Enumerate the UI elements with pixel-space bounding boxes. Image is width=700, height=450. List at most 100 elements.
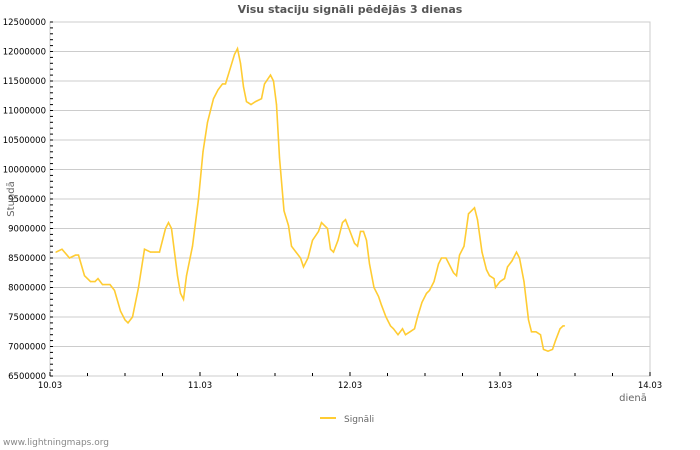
- data-point: [176, 275, 179, 277]
- chart-title: Visu staciju signāli pēdējās 3 dienas: [237, 3, 463, 16]
- data-point: [179, 292, 182, 294]
- data-point: [311, 239, 314, 241]
- x-tick-label: 14.03: [638, 381, 662, 391]
- data-point: [551, 348, 554, 351]
- data-point: [55, 251, 57, 253]
- data-point: [164, 227, 167, 230]
- y-tick-label: 8000000: [8, 284, 46, 294]
- y-tick-label: 7000000: [8, 343, 46, 353]
- data-point: [295, 251, 297, 253]
- data-point: [326, 227, 329, 230]
- plot-area: [55, 46, 566, 353]
- data-point: [377, 295, 380, 297]
- data-point: [278, 157, 281, 159]
- data-point: [97, 278, 99, 280]
- data-point: [455, 275, 458, 277]
- data-point: [527, 319, 530, 321]
- y-tick-label: 9000000: [8, 225, 46, 235]
- y-tick-label: 10500000: [3, 136, 46, 146]
- data-point: [547, 350, 549, 352]
- data-point: [197, 198, 200, 200]
- data-point: [428, 289, 431, 292]
- y-tick-label: 10000000: [3, 166, 46, 176]
- data-point: [182, 298, 185, 300]
- data-point: [341, 222, 344, 224]
- data-point: [101, 283, 104, 286]
- y-tick-label: 7500000: [8, 313, 46, 323]
- data-point: [409, 331, 411, 333]
- data-point: [263, 83, 266, 85]
- data-point: [563, 325, 566, 327]
- data-point: [365, 239, 368, 241]
- data-point: [299, 257, 302, 259]
- data-point: [236, 47, 239, 50]
- data-point: [173, 251, 176, 253]
- data-point: [437, 263, 440, 265]
- data-point: [473, 207, 476, 209]
- y-tick-label: 9500000: [8, 195, 46, 205]
- data-point: [562, 325, 564, 327]
- data-point: [401, 328, 404, 330]
- x-tick-label: 13.03: [488, 381, 512, 391]
- data-point: [149, 251, 152, 253]
- data-point: [463, 245, 465, 247]
- data-point: [368, 263, 371, 265]
- data-point: [154, 251, 156, 253]
- data-point: [373, 286, 375, 289]
- data-point: [217, 89, 219, 91]
- data-point: [359, 230, 362, 233]
- data-point: [290, 245, 293, 247]
- data-point: [185, 275, 188, 277]
- data-point: [349, 230, 351, 233]
- axes: 6500000 7000000 7500000 8000000 8500000 90000…: [3, 18, 662, 391]
- y-axis-label: Stundā: [6, 181, 17, 216]
- data-point: [425, 292, 428, 294]
- data-point: [476, 219, 479, 221]
- data-point: [458, 254, 461, 256]
- credit-link[interactable]: www.lightningmaps.org: [3, 438, 109, 448]
- legend[interactable]: Signāli: [320, 415, 374, 425]
- grid: [49, 21, 651, 377]
- data-point: [202, 151, 204, 153]
- data-point: [77, 254, 80, 256]
- data-point: [272, 80, 275, 82]
- data-point: [523, 281, 525, 283]
- data-point: [143, 248, 146, 250]
- data-point: [470, 210, 473, 212]
- data-point: [83, 275, 86, 277]
- data-point: [539, 334, 542, 336]
- data-point: [260, 98, 263, 100]
- data-point: [191, 245, 194, 247]
- data-point: [329, 248, 332, 250]
- data-point: [499, 281, 501, 283]
- data-point: [212, 98, 215, 100]
- data-point: [275, 104, 278, 106]
- data-point: [385, 316, 387, 318]
- data-point: [206, 121, 209, 123]
- data-point: [302, 266, 305, 268]
- data-point: [224, 83, 227, 85]
- data-point: [452, 272, 455, 274]
- data-point: [61, 248, 63, 250]
- data-point: [127, 322, 129, 324]
- data-point: [242, 86, 245, 88]
- data-point: [89, 281, 92, 283]
- data-point: [269, 74, 272, 76]
- series-line-Signāli: [55, 46, 565, 353]
- y-tick-label: 11500000: [3, 77, 46, 87]
- data-point: [283, 210, 285, 212]
- data-point: [380, 304, 383, 306]
- data-point: [74, 254, 77, 256]
- data-point: [94, 281, 96, 283]
- data-point: [337, 239, 339, 241]
- data-point: [433, 281, 435, 283]
- data-point: [488, 275, 491, 277]
- data-point: [449, 266, 452, 268]
- data-point: [392, 328, 395, 330]
- data-point: [506, 266, 509, 268]
- legend-label: Signāli: [344, 415, 374, 425]
- x-tick-label: 10.03: [38, 381, 62, 391]
- data-point: [404, 334, 407, 336]
- data-point: [119, 310, 122, 312]
